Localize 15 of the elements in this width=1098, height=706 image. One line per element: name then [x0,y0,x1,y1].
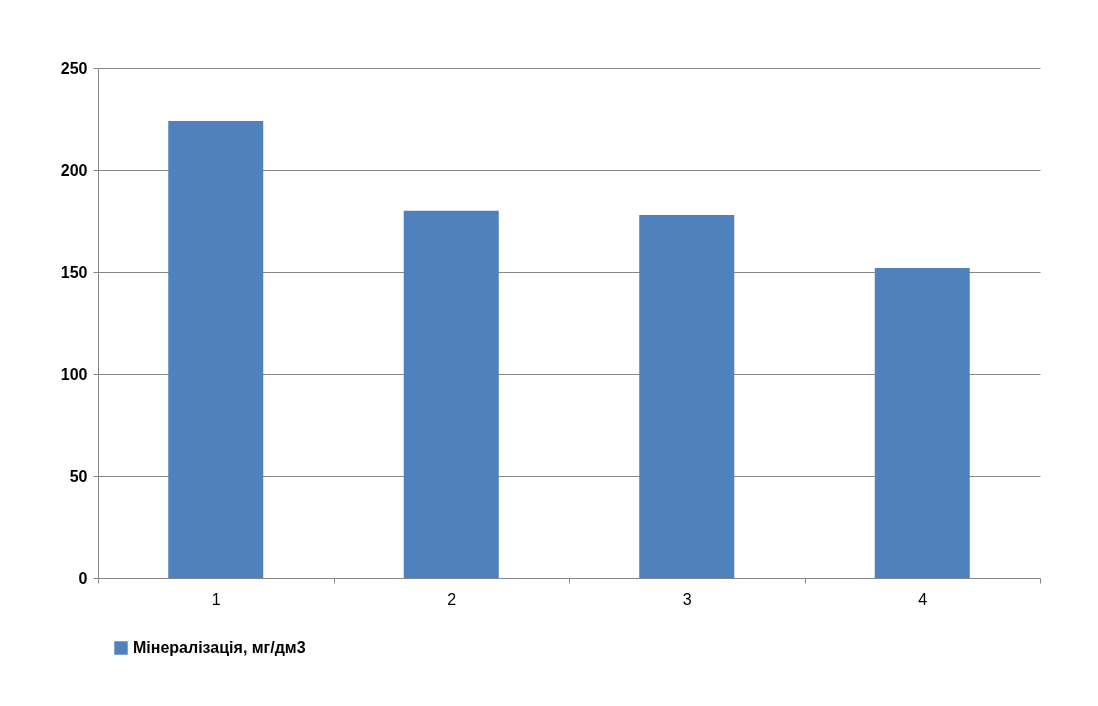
x-tick-label: 3 [682,590,692,608]
x-tick-label: 2 [447,590,457,608]
x-tick-label: 4 [918,590,928,608]
y-tick-label: 50 [69,467,88,485]
y-tick-label: 250 [60,59,88,77]
y-tick-label: 150 [60,263,88,281]
bar [403,210,499,578]
bar [168,121,264,578]
x-tick-label: 1 [211,590,221,608]
y-tick-label: 200 [60,161,88,179]
y-tick-label: 100 [60,365,88,383]
y-tick-label: 0 [78,569,88,587]
legend-label: Мінералізація, мг/дм3 [133,639,306,656]
bar [874,267,970,578]
bar [639,214,735,578]
